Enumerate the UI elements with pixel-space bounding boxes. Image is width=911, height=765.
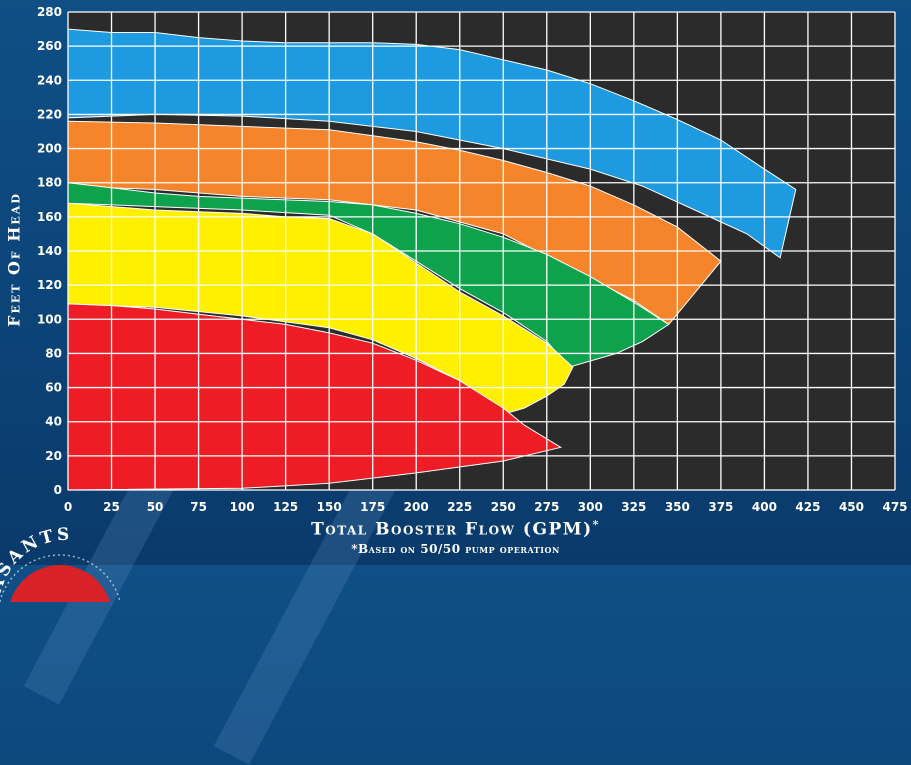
y-axis-label-text: Feet Of Head (4, 192, 24, 327)
x-tick-label: 300 (578, 500, 603, 514)
y-tick-label: 80 (45, 346, 62, 360)
pump-curve-chart: 0 20 40 60 80 100 120 140 160 180 200 220 240 260 280 0… (37, 5, 907, 514)
performance-band-4 (67, 202, 574, 414)
x-tick-label: 400 (752, 500, 777, 514)
y-tick-label: 260 (37, 39, 62, 53)
brand-logo: ASANTS (0, 522, 140, 602)
y-tick-label: 280 (37, 5, 62, 19)
x-tick-label: 275 (534, 500, 559, 514)
x-tick-label: 250 (491, 500, 516, 514)
x-tick-label: 50 (147, 500, 164, 514)
x-tick-label: 25 (103, 500, 120, 514)
x-tick-label: 175 (360, 500, 385, 514)
performance-band-1 (67, 28, 797, 259)
x-tick-label: 350 (665, 500, 690, 514)
y-tick-label: 60 (45, 381, 62, 395)
x-tick-label: 225 (447, 500, 472, 514)
y-tick-label: 240 (37, 73, 62, 87)
performance-band-5 (67, 303, 562, 491)
x-tick-label: 100 (230, 500, 255, 514)
logo-badge (10, 565, 110, 602)
y-tick-label: 160 (37, 210, 62, 224)
x-tick-label: 375 (708, 500, 733, 514)
y-tick-label: 120 (37, 278, 62, 292)
x-axis-label-text: Total Booster Flow (GPM) (311, 519, 593, 540)
x-tick-label: 475 (882, 500, 907, 514)
x-tick-label: 125 (273, 500, 298, 514)
y-tick-label: 220 (37, 107, 62, 121)
y-tick-label: 100 (37, 312, 62, 326)
y-tick-label: 180 (37, 176, 62, 190)
y-tick-label: 20 (45, 449, 62, 463)
y-tick-label: 200 (37, 142, 62, 156)
y-tick-label: 40 (45, 415, 62, 429)
x-tick-label: 150 (317, 500, 342, 514)
footnote: *Based on 50/50 pump operation (351, 542, 560, 556)
x-tick-label: 200 (404, 500, 429, 514)
x-tick-label: 450 (839, 500, 864, 514)
y-tick-label: 140 (37, 244, 62, 258)
performance-band-3 (67, 182, 670, 368)
x-tick-label: 75 (190, 500, 207, 514)
x-tick-label: 325 (621, 500, 646, 514)
x-tick-label: 425 (795, 500, 820, 514)
x-tick-label: 0 (64, 500, 72, 514)
x-axis-label-footnote-mark: * (592, 518, 600, 531)
y-tick-label: 0 (54, 483, 62, 497)
x-axis-label: Total Booster Flow (GPM)* (0, 518, 911, 540)
